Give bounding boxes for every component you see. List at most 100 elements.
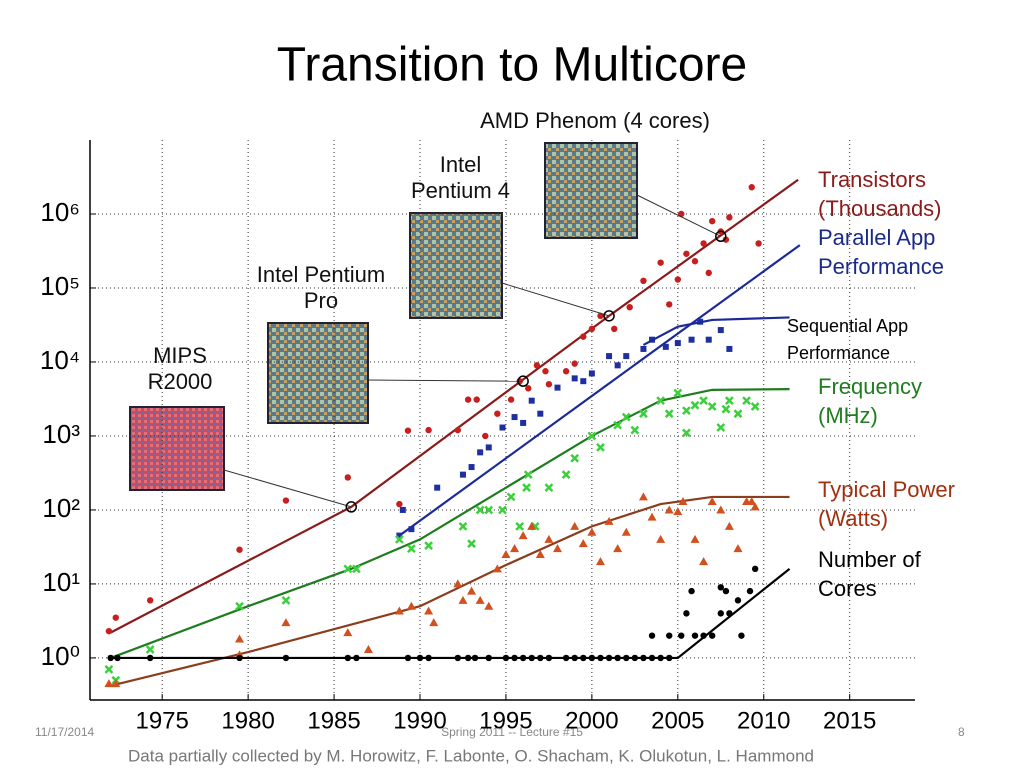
data-point xyxy=(587,527,597,536)
data-point xyxy=(104,679,114,688)
data-point xyxy=(648,654,656,662)
data-point xyxy=(683,610,690,617)
data-point xyxy=(700,632,707,639)
data-point xyxy=(523,470,533,480)
data-point xyxy=(674,340,681,347)
data-point xyxy=(471,654,479,662)
data-point xyxy=(425,426,432,434)
chip-image xyxy=(267,322,369,424)
data-point xyxy=(691,258,699,265)
data-point xyxy=(717,327,724,334)
y-tick-label: 10⁵ xyxy=(40,271,80,301)
data-point xyxy=(520,419,527,426)
data-point xyxy=(656,396,666,406)
data-point xyxy=(708,632,716,639)
data-point xyxy=(561,470,571,480)
data-point xyxy=(750,502,760,511)
data-point xyxy=(674,276,682,283)
data-point xyxy=(396,532,403,539)
data-point xyxy=(626,303,633,311)
data-point xyxy=(611,325,618,333)
data-point xyxy=(716,505,726,514)
series-label: Transistors (Thousands) xyxy=(818,167,942,221)
data-point xyxy=(647,512,657,521)
chip-label: AMD Phenom (4 cores) xyxy=(480,108,710,133)
data-point xyxy=(424,606,434,615)
data-point xyxy=(453,579,463,588)
x-tick-label: 1995 xyxy=(479,707,532,734)
data-point xyxy=(678,497,688,506)
data-point xyxy=(621,412,631,422)
data-point xyxy=(570,521,580,530)
data-point xyxy=(623,353,630,360)
data-point xyxy=(738,632,745,639)
data-point xyxy=(477,449,484,456)
data-point xyxy=(614,654,621,662)
data-point xyxy=(352,564,361,574)
chip-label: Intel Pentium Pro xyxy=(256,262,386,313)
data-point xyxy=(750,402,760,411)
data-point xyxy=(282,497,290,504)
data-point xyxy=(511,414,518,421)
data-point xyxy=(656,534,666,543)
data-point xyxy=(742,396,751,406)
x-tick-label: 2015 xyxy=(823,707,876,734)
data-point xyxy=(344,654,352,662)
y-tick-label: 10⁶ xyxy=(40,197,80,227)
data-point xyxy=(639,409,648,419)
series-label: Sequential App Performance xyxy=(787,316,909,363)
data-point xyxy=(724,521,734,530)
data-point xyxy=(464,654,472,662)
data-point xyxy=(630,425,640,435)
data-point xyxy=(678,632,685,639)
data-point xyxy=(587,431,597,441)
data-point xyxy=(717,610,724,617)
data-point xyxy=(673,507,683,516)
data-point xyxy=(545,654,553,662)
data-point xyxy=(145,645,155,654)
data-point xyxy=(726,345,733,352)
data-point xyxy=(724,396,734,406)
data-point xyxy=(281,595,291,605)
data-point xyxy=(434,484,441,491)
data-point xyxy=(473,396,480,403)
data-point xyxy=(682,406,691,416)
series-label: Typical Power (Watts) xyxy=(818,477,955,531)
data-point xyxy=(407,544,416,554)
data-point xyxy=(282,654,290,662)
leader-line xyxy=(367,379,524,382)
data-point xyxy=(519,654,527,662)
data-point xyxy=(111,679,121,688)
footer-center: Spring 2011 -- Lecture #15 xyxy=(441,725,583,739)
data-point xyxy=(406,601,416,610)
data-point xyxy=(511,654,518,662)
leader-line xyxy=(636,194,722,237)
data-point xyxy=(408,526,415,533)
data-point xyxy=(621,527,631,536)
data-point xyxy=(236,654,243,662)
data-point xyxy=(748,184,755,191)
data-point xyxy=(597,312,604,320)
data-point xyxy=(597,654,604,662)
data-point xyxy=(662,343,669,350)
data-point xyxy=(107,654,114,662)
data-point xyxy=(734,597,742,604)
data-point xyxy=(485,444,492,451)
data-point xyxy=(537,410,544,417)
x-tick-label: 1990 xyxy=(393,707,446,734)
data-point xyxy=(699,557,709,566)
chip-image xyxy=(129,406,225,491)
data-point xyxy=(623,654,630,662)
data-point xyxy=(527,521,537,530)
footer-page: 8 xyxy=(958,725,965,739)
y-tick-label: 10¹ xyxy=(42,567,80,597)
data-point xyxy=(533,362,541,369)
chip-image xyxy=(409,212,503,319)
data-point xyxy=(506,492,516,502)
highlight-point xyxy=(715,230,727,243)
data-point xyxy=(755,240,762,247)
data-point xyxy=(688,336,695,343)
data-point xyxy=(467,539,476,549)
data-point xyxy=(722,236,730,243)
data-point xyxy=(518,531,528,540)
